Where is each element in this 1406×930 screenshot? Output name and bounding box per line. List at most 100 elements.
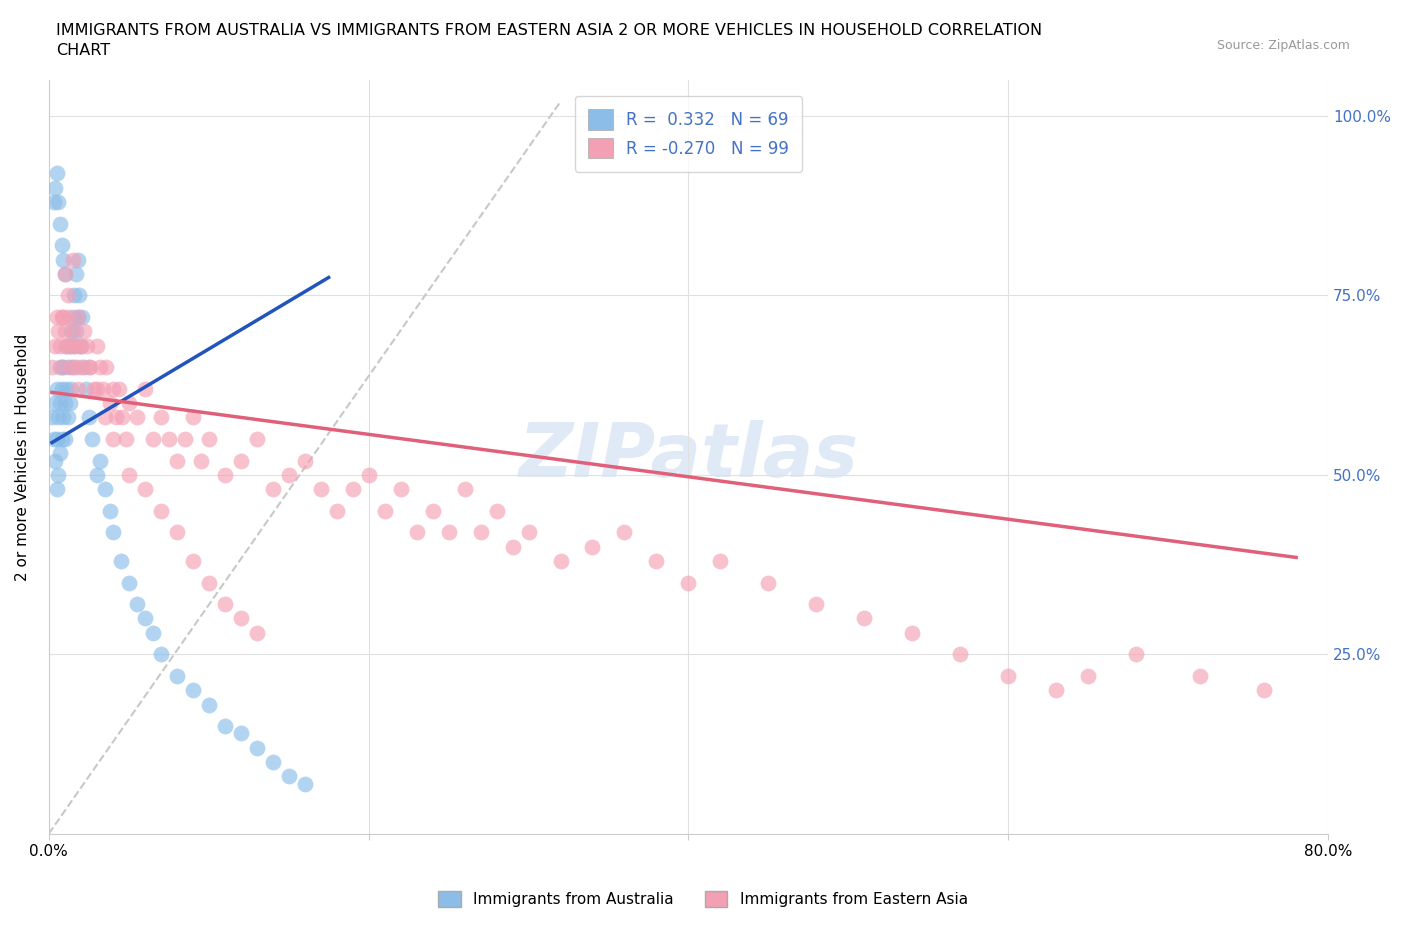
- Point: [114, 432, 136, 446]
- Point: [949, 647, 972, 662]
- Point: [997, 669, 1019, 684]
- Point: [405, 525, 427, 539]
- Point: [108, 381, 131, 396]
- Point: [134, 381, 156, 396]
- Point: [125, 410, 148, 425]
- Point: [277, 769, 299, 784]
- Point: [229, 611, 252, 626]
- Point: [342, 482, 364, 497]
- Point: [262, 482, 284, 497]
- Point: [67, 339, 90, 353]
- Point: [53, 267, 76, 282]
- Point: [66, 381, 89, 396]
- Point: [58, 339, 80, 353]
- Point: [166, 669, 188, 684]
- Point: [67, 288, 90, 303]
- Point: [73, 360, 96, 375]
- Point: [294, 453, 316, 468]
- Point: [190, 453, 212, 468]
- Point: [46, 324, 69, 339]
- Text: CHART: CHART: [56, 43, 110, 58]
- Point: [46, 410, 69, 425]
- Point: [49, 445, 72, 460]
- Point: [96, 360, 118, 375]
- Point: [53, 432, 76, 446]
- Point: [66, 310, 89, 325]
- Point: [149, 647, 172, 662]
- Point: [214, 468, 236, 483]
- Point: [63, 339, 86, 353]
- Point: [853, 611, 876, 626]
- Point: [51, 310, 73, 325]
- Point: [166, 453, 188, 468]
- Point: [52, 252, 75, 267]
- Point: [93, 410, 115, 425]
- Point: [52, 360, 75, 375]
- Point: [66, 252, 89, 267]
- Point: [470, 525, 492, 539]
- Point: [581, 539, 603, 554]
- Point: [134, 482, 156, 497]
- Point: [1253, 683, 1275, 698]
- Point: [91, 381, 114, 396]
- Point: [60, 381, 83, 396]
- Point: [142, 625, 165, 640]
- Point: [72, 310, 94, 325]
- Point: [389, 482, 412, 497]
- Point: [53, 267, 76, 282]
- Point: [550, 553, 572, 568]
- Point: [80, 432, 103, 446]
- Point: [83, 381, 105, 396]
- Point: [42, 432, 65, 446]
- Point: [46, 194, 69, 209]
- Point: [246, 625, 269, 640]
- Point: [325, 503, 347, 518]
- Point: [453, 482, 475, 497]
- Legend: R =  0.332   N = 69, R = -0.270   N = 99: R = 0.332 N = 69, R = -0.270 N = 99: [575, 96, 803, 172]
- Point: [277, 468, 299, 483]
- Point: [44, 339, 66, 353]
- Point: [134, 611, 156, 626]
- Point: [51, 381, 73, 396]
- Text: IMMIGRANTS FROM AUSTRALIA VS IMMIGRANTS FROM EASTERN ASIA 2 OR MORE VEHICLES IN : IMMIGRANTS FROM AUSTRALIA VS IMMIGRANTS …: [56, 23, 1042, 38]
- Point: [89, 360, 111, 375]
- Point: [645, 553, 668, 568]
- Point: [51, 432, 73, 446]
- Point: [53, 324, 76, 339]
- Point: [485, 503, 508, 518]
- Point: [49, 360, 72, 375]
- Point: [613, 525, 636, 539]
- Point: [55, 381, 77, 396]
- Point: [62, 324, 84, 339]
- Point: [1077, 669, 1099, 684]
- Point: [229, 725, 252, 740]
- Point: [69, 339, 91, 353]
- Point: [1125, 647, 1147, 662]
- Point: [197, 432, 219, 446]
- Point: [101, 381, 124, 396]
- Point: [110, 553, 132, 568]
- Point: [56, 288, 79, 303]
- Point: [101, 525, 124, 539]
- Point: [60, 324, 83, 339]
- Point: [65, 360, 87, 375]
- Point: [111, 410, 134, 425]
- Point: [45, 482, 67, 497]
- Point: [98, 395, 121, 410]
- Point: [104, 410, 127, 425]
- Point: [46, 468, 69, 483]
- Point: [246, 432, 269, 446]
- Point: [309, 482, 332, 497]
- Point: [181, 683, 204, 698]
- Point: [55, 339, 77, 353]
- Point: [66, 310, 89, 325]
- Point: [65, 267, 87, 282]
- Point: [41, 410, 63, 425]
- Point: [62, 252, 84, 267]
- Point: [709, 553, 731, 568]
- Point: [149, 503, 172, 518]
- Point: [197, 575, 219, 590]
- Point: [77, 410, 100, 425]
- Point: [56, 360, 79, 375]
- Point: [45, 381, 67, 396]
